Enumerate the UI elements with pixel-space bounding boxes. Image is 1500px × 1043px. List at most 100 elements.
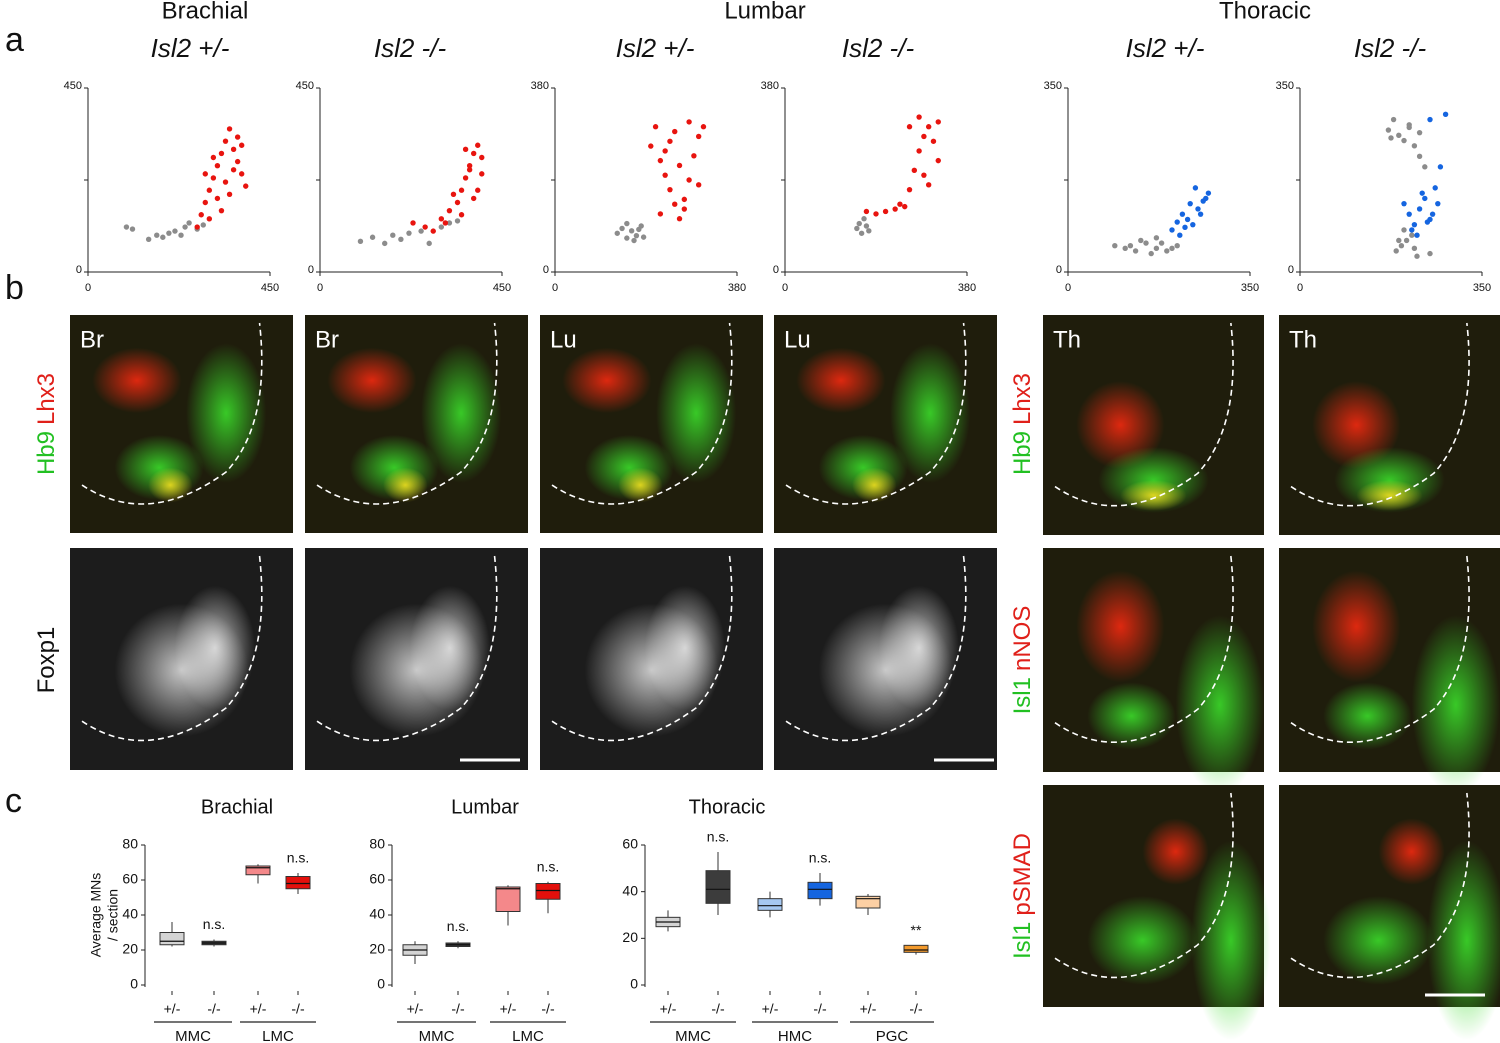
row-label-part: pSMAD [1009,833,1036,916]
cell-cluster [1411,615,1500,795]
point [662,172,668,178]
row-label-part: Foxp1 [33,627,60,694]
point [662,148,668,154]
point [202,199,208,206]
point [230,146,237,153]
point [1406,124,1412,131]
panel-letter: c [5,782,22,820]
group-label: MMC [419,1028,455,1043]
point [1414,232,1420,238]
group-label: PGC [876,1028,909,1043]
y-tick-label: 40 [122,906,138,922]
point [624,235,630,241]
cell-cluster [1356,480,1423,511]
point [935,157,941,164]
x-tick-label: -/- [909,1001,923,1017]
row-label-part: Hb9 [33,431,60,475]
row-label-part: Isl1 [1009,677,1036,714]
point [1190,221,1196,228]
image-tag: Br [315,326,339,353]
point [1411,245,1418,252]
point [667,186,673,193]
point [866,228,872,234]
point [218,150,225,157]
cell-cluster [349,603,484,737]
point [202,171,208,177]
axes [1067,88,1250,273]
point [1182,224,1188,231]
point [1401,227,1407,233]
point [633,232,640,239]
point [462,146,469,153]
point [691,153,697,159]
point [458,212,465,218]
point [442,220,449,226]
point [446,220,453,226]
point [206,187,213,193]
cell-cluster [185,343,267,483]
point [1174,219,1180,225]
point [160,234,166,240]
point [1401,137,1407,144]
dashed-boundary [785,555,967,742]
point [1409,232,1415,238]
y-tick-label: 380 [761,80,779,92]
point [856,220,862,227]
y-tick-label: 0 [308,264,314,276]
point [398,236,404,242]
point [1195,206,1201,212]
y-tick-label: 0 [130,976,138,992]
point [382,240,388,247]
point [624,220,630,227]
cell-cluster [1087,896,1198,985]
point [166,230,172,236]
cell-cluster [655,343,737,483]
y-tick-label: 0 [1288,264,1294,276]
cell-cluster [796,347,886,414]
axes [87,88,270,273]
box [903,944,929,953]
x-tick-label: +/- [164,1001,181,1017]
chart-title: Thoracic [689,796,766,818]
point [897,201,903,207]
point [1427,116,1433,123]
region-header: Thoracic [1219,0,1311,24]
y-tick-label: 0 [377,976,385,992]
point [1169,227,1175,233]
point [1177,232,1183,238]
point [479,171,485,177]
x-tick-label: -/- [207,1001,221,1017]
x-tick-label: 450 [261,282,279,294]
point [1112,243,1118,249]
x-tick-label: +/- [860,1001,877,1017]
point [1138,237,1144,244]
point [226,126,233,132]
point [470,195,477,202]
image-tag: Br [80,326,104,353]
significance-label: n.s. [447,918,470,934]
x-tick-label: 0 [1065,282,1071,294]
point [1184,216,1191,223]
point [1153,235,1160,241]
chart-title: Brachial [201,796,273,818]
point [450,191,457,198]
dashed-boundary [1290,322,1470,507]
dashed-boundary [551,555,733,742]
significance-label: ** [911,922,922,938]
cell-cluster [1142,818,1209,885]
box [159,932,185,946]
dashed-boundary [1054,555,1234,743]
dashed-boundary [785,322,967,505]
point [182,224,188,230]
y-tick-label: 0 [630,976,638,992]
point [438,224,445,230]
point [222,179,229,185]
axes [554,88,737,273]
y-tick-label: 0 [1056,264,1062,276]
point [222,138,229,144]
point [640,234,647,240]
x-tick-label: 450 [493,282,511,294]
point [1158,240,1165,246]
point [430,228,436,234]
point [1411,143,1418,149]
